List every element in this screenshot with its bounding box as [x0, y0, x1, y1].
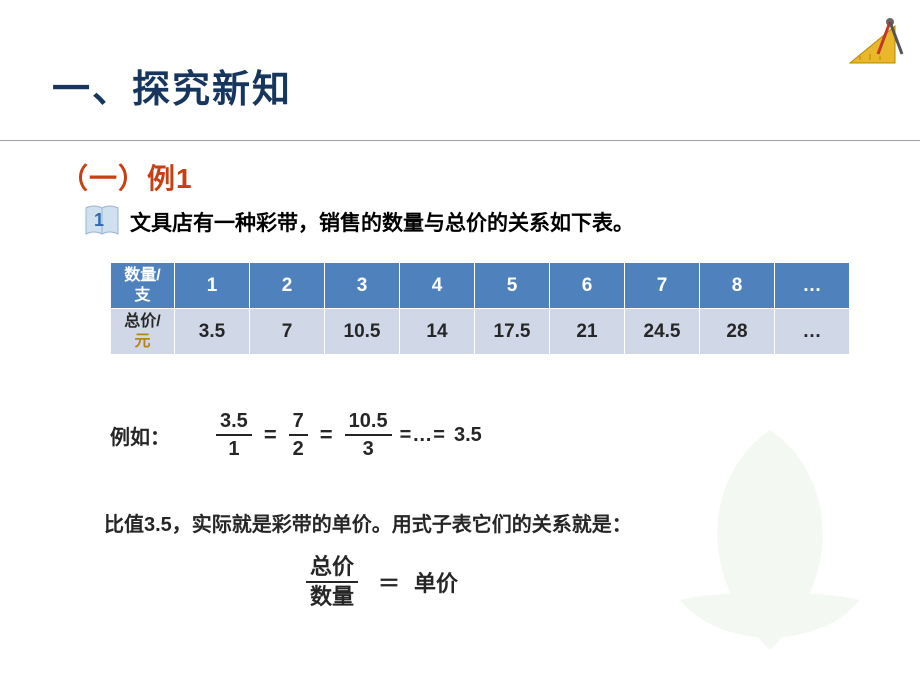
- watermark-icon: [620, 390, 920, 690]
- price-header: 总价/ 元: [111, 309, 175, 355]
- equals-sign: =: [264, 422, 277, 448]
- corner-tools-icon: [840, 8, 910, 68]
- qty-cell: 8: [700, 263, 775, 309]
- qty-cell: 5: [475, 263, 550, 309]
- price-cell: 24.5: [625, 309, 700, 355]
- qty-header: 数量/ 支: [111, 263, 175, 309]
- book-icon: 1: [84, 202, 120, 238]
- price-cell: 14: [400, 309, 475, 355]
- qty-cell: 6: [550, 263, 625, 309]
- equals-sign: ＝: [378, 566, 400, 598]
- page-title: 一、探究新知: [52, 58, 292, 113]
- fraction: 3.5 1: [216, 410, 252, 460]
- fraction: 10.5 3: [345, 410, 392, 460]
- price-cell: 3.5: [175, 309, 250, 355]
- table-row-price: 总价/ 元 3.5 7 10.5 14 17.5 21 24.5 28 …: [111, 309, 850, 355]
- price-cell: 7: [250, 309, 325, 355]
- formula-fraction: 总价 数量: [306, 555, 358, 609]
- example-result: 3.5: [454, 424, 482, 447]
- formula-rhs: 单价: [414, 566, 458, 598]
- fraction: 7 2: [289, 410, 308, 460]
- table-row-quantity: 数量/ 支 1 2 3 4 5 6 7 8 …: [111, 263, 850, 309]
- qty-cell: 3: [325, 263, 400, 309]
- book-number: 1: [94, 210, 104, 230]
- price-cell: …: [775, 309, 850, 355]
- price-cell: 17.5: [475, 309, 550, 355]
- qty-cell: 2: [250, 263, 325, 309]
- qty-cell: …: [775, 263, 850, 309]
- price-quantity-table: 数量/ 支 1 2 3 4 5 6 7 8 … 总价/ 元 3.5 7 10.5…: [110, 262, 850, 355]
- unit-price-formula: 总价 数量 ＝ 单价: [300, 555, 458, 609]
- price-cell: 21: [550, 309, 625, 355]
- qty-cell: 1: [175, 263, 250, 309]
- example-prefix: 例如：: [110, 421, 170, 450]
- description-text: 比值3.5，实际就是彩带的单价。用式子表它们的关系就是：: [104, 508, 632, 537]
- price-cell: 28: [700, 309, 775, 355]
- problem-statement: 文具店有一种彩带，销售的数量与总价的关系如下表。: [130, 207, 634, 237]
- qty-cell: 7: [625, 263, 700, 309]
- trailing-dots: =…=: [400, 424, 446, 447]
- equals-sign: =: [320, 422, 333, 448]
- price-cell: 10.5: [325, 309, 400, 355]
- example-equation: 例如： 3.5 1 = 7 2 = 10.5 3 =…= 3.5: [110, 410, 482, 460]
- divider: [0, 140, 920, 141]
- section-subtitle: （一）例1: [60, 157, 193, 197]
- qty-cell: 4: [400, 263, 475, 309]
